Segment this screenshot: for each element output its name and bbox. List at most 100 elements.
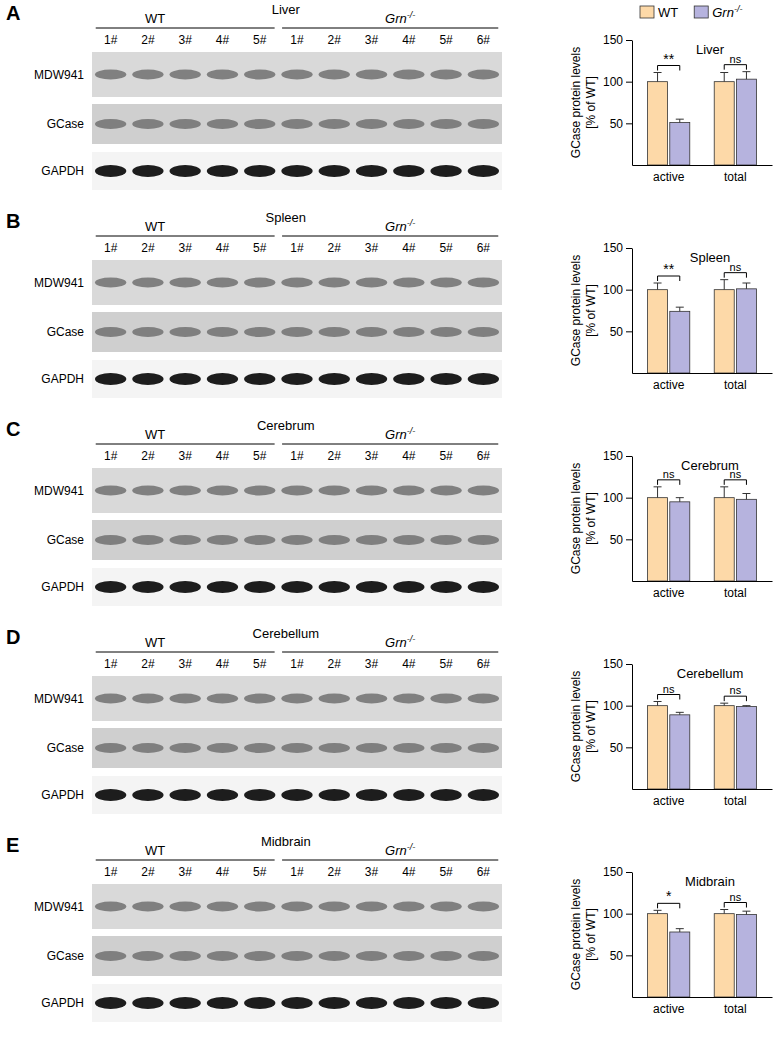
tick-label: 50 bbox=[610, 949, 624, 963]
blot-title: Midbrain bbox=[261, 834, 311, 849]
significance-label: ns bbox=[730, 891, 742, 903]
error-cap bbox=[742, 283, 750, 284]
blot-strip bbox=[92, 884, 502, 929]
tick: 100 bbox=[603, 699, 632, 713]
blot-band bbox=[468, 486, 499, 496]
blot-band bbox=[393, 119, 424, 129]
text-part: -/- bbox=[407, 842, 416, 852]
significance-bracket bbox=[658, 695, 680, 700]
lane-label: 4# bbox=[216, 865, 230, 879]
lane-label: 3# bbox=[179, 241, 193, 255]
tick-label: total bbox=[724, 586, 747, 600]
tick: active bbox=[653, 789, 685, 808]
blot-band bbox=[468, 694, 499, 704]
error-cap bbox=[720, 909, 728, 910]
bar bbox=[736, 915, 756, 998]
tick: 150 bbox=[603, 865, 632, 879]
x-axis: active total bbox=[633, 581, 773, 600]
blot-panel: B1#2#3#4#5#WT1#2#3#4#5#6#Grn-/-SpleenMDW… bbox=[6, 210, 502, 398]
error-stem bbox=[657, 283, 658, 290]
blot-band bbox=[430, 486, 461, 496]
blot-band bbox=[393, 951, 424, 961]
blot-band bbox=[244, 486, 275, 496]
row-label: MDW941 bbox=[34, 276, 84, 290]
tick-label: 100 bbox=[603, 907, 623, 921]
error-bar bbox=[676, 929, 684, 932]
blot-band bbox=[356, 581, 387, 593]
error-cap bbox=[654, 72, 662, 73]
blot-band bbox=[319, 581, 350, 593]
significance-label: ns bbox=[730, 684, 742, 696]
blot-band bbox=[132, 327, 163, 337]
blot-band bbox=[132, 581, 163, 593]
axis-line bbox=[633, 997, 773, 998]
row-label: GAPDH bbox=[41, 788, 84, 802]
blot-band bbox=[281, 278, 312, 288]
blot-band bbox=[281, 694, 312, 704]
error-bar bbox=[720, 703, 728, 706]
bar bbox=[670, 311, 690, 373]
blot-panel: D1#2#3#4#5#WT1#2#3#4#5#6#Grn-/-Cerebellu… bbox=[6, 626, 502, 814]
tick: active bbox=[653, 581, 685, 600]
row-label: GAPDH bbox=[41, 996, 84, 1010]
tick: 150 bbox=[603, 33, 632, 47]
tick-mark bbox=[626, 539, 632, 540]
group-label: Grn-/- bbox=[385, 426, 415, 442]
tick: 50 bbox=[610, 533, 632, 547]
blot-band bbox=[95, 743, 126, 753]
blot-strip bbox=[92, 728, 502, 768]
blot-band bbox=[281, 743, 312, 753]
blot-band bbox=[319, 119, 350, 129]
lane-label: 6# bbox=[477, 33, 491, 47]
lane-label: 5# bbox=[253, 657, 267, 671]
row-label: GCase bbox=[47, 325, 85, 339]
tick-label: total bbox=[724, 1002, 747, 1016]
tick-mark bbox=[626, 955, 632, 956]
x-axis: activetotal bbox=[633, 373, 773, 392]
error-stem bbox=[724, 487, 725, 498]
text-part: -/- bbox=[407, 426, 416, 436]
significance-label: ns bbox=[663, 683, 675, 695]
blot-band bbox=[170, 902, 201, 912]
blot-band bbox=[468, 902, 499, 912]
blot-band bbox=[170, 486, 201, 496]
significance-label: ns bbox=[730, 261, 742, 273]
legend-label: Grn-/- bbox=[712, 4, 742, 20]
significance-label: * bbox=[666, 888, 672, 904]
bar bbox=[736, 707, 756, 790]
blot-band bbox=[95, 165, 126, 177]
error-stem bbox=[746, 494, 747, 500]
chart-title: Midbrain bbox=[685, 874, 735, 889]
lane-label: 3# bbox=[365, 241, 379, 255]
group-underline bbox=[282, 28, 498, 29]
lane-label: 3# bbox=[179, 865, 193, 879]
blot-band bbox=[430, 165, 461, 177]
blot-band bbox=[319, 373, 350, 385]
blot-strip bbox=[92, 260, 502, 305]
error-cap bbox=[676, 497, 684, 498]
error-cap bbox=[720, 486, 728, 487]
error-bar bbox=[676, 498, 684, 502]
lane-label: 4# bbox=[402, 865, 416, 879]
axis-line bbox=[632, 249, 633, 374]
row-label: GAPDH bbox=[41, 580, 84, 594]
error-bar bbox=[720, 73, 728, 82]
bar-chart: 50100150activetotalGCase protein levels[… bbox=[569, 4, 773, 184]
blot-band bbox=[468, 743, 499, 753]
axis-line bbox=[633, 581, 773, 582]
lane-label: 2# bbox=[328, 449, 342, 463]
text-part: Grn bbox=[385, 11, 407, 26]
blot-strip bbox=[92, 468, 502, 513]
plot-marks bbox=[648, 910, 757, 998]
lane-label: 5# bbox=[253, 449, 267, 463]
group-label: WT bbox=[145, 843, 165, 858]
blot-band bbox=[244, 694, 275, 704]
blot-band bbox=[393, 327, 424, 337]
error-cap bbox=[676, 928, 684, 929]
blot-band bbox=[207, 165, 238, 177]
group-label: WT bbox=[145, 11, 165, 26]
blot-band bbox=[132, 70, 163, 80]
blot-strip bbox=[92, 312, 502, 352]
significance-bracket bbox=[724, 480, 746, 485]
x-axis: activetotal bbox=[633, 789, 773, 808]
